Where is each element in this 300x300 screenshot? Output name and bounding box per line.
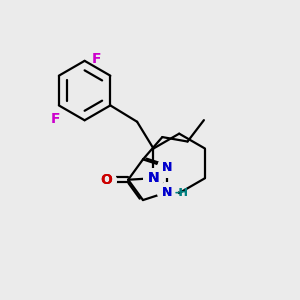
Text: -H: -H (174, 188, 188, 198)
Text: N: N (162, 186, 172, 199)
Text: O: O (100, 173, 112, 187)
Text: O: O (100, 173, 112, 187)
Text: F: F (92, 52, 101, 66)
Text: F: F (51, 112, 60, 126)
Text: N: N (162, 186, 172, 199)
Text: N: N (162, 160, 172, 174)
Text: N: N (148, 171, 159, 185)
Text: -H: -H (174, 188, 188, 198)
Text: N: N (162, 160, 172, 174)
Text: N: N (148, 171, 159, 185)
